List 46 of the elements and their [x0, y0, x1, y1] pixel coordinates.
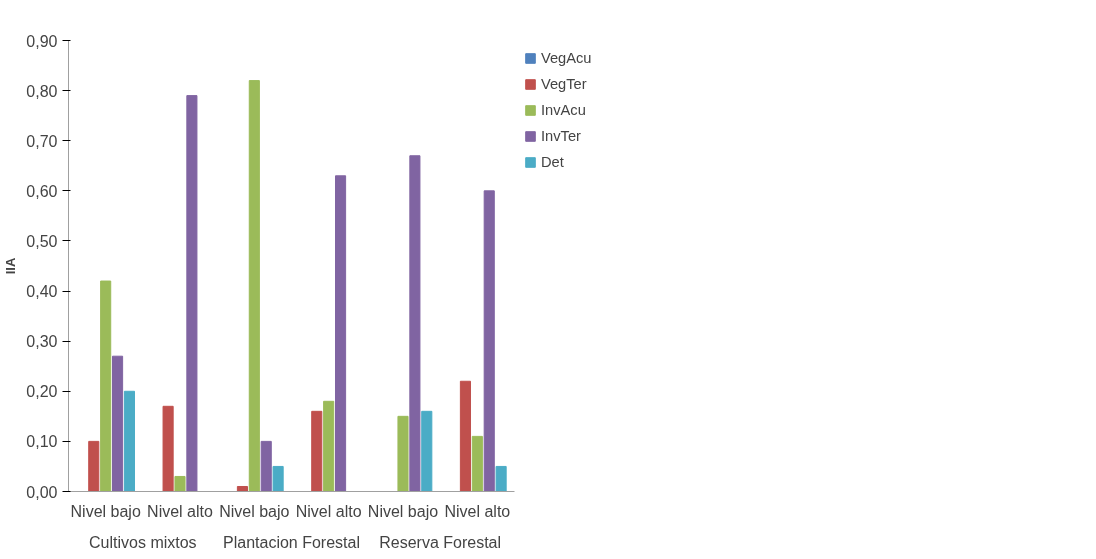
bar — [495, 465, 507, 492]
y-tick-label: 0,80 — [26, 82, 58, 100]
bar — [409, 155, 421, 492]
x-tick-label: Nivel alto — [444, 502, 511, 520]
bar — [236, 485, 248, 492]
bar — [311, 410, 323, 492]
x-tick-label: Nivel bajo — [367, 502, 439, 520]
bar — [100, 280, 112, 492]
legend-label: InvAcu — [541, 102, 586, 118]
text: Cultivos mixtos — [89, 533, 197, 551]
bar — [397, 415, 409, 492]
x-tick-label: Nivel alto — [147, 502, 213, 520]
x-tick-label: Nivel alto — [295, 502, 362, 520]
legend-label: InvTer — [541, 128, 581, 144]
bar — [483, 190, 495, 492]
bar — [459, 380, 471, 492]
bar — [123, 390, 136, 492]
text: Reserva Forestal — [379, 533, 502, 551]
x-tick-label: Nivel bajo — [70, 502, 141, 520]
y-tick-label: 0,00 — [26, 483, 58, 501]
bar — [162, 405, 174, 492]
bar — [248, 80, 260, 492]
y-tick-label: 0,30 — [26, 333, 58, 351]
bar — [323, 400, 335, 492]
y-tick-label: 0,90 — [26, 32, 58, 50]
bar — [471, 435, 483, 492]
bar — [112, 355, 124, 492]
legend-label: Det — [541, 154, 564, 170]
bar — [88, 440, 100, 492]
bar — [174, 475, 186, 492]
legend-label: VegTer — [541, 76, 587, 92]
bar — [186, 95, 198, 492]
y-tick-label: 0,40 — [26, 283, 58, 301]
bar — [421, 410, 433, 492]
y-tick-label: 0,70 — [26, 132, 58, 150]
x-tick-label: Nivel bajo — [219, 502, 290, 520]
y-axis-title: IIA — [3, 257, 19, 275]
bar — [260, 440, 272, 492]
y-tick-label: 0,50 — [26, 232, 58, 250]
y-tick-label: 0,10 — [26, 433, 58, 451]
bar — [335, 175, 347, 492]
text: Plantacion Forestal — [223, 533, 360, 551]
bar — [272, 465, 284, 492]
y-tick-label: 0,60 — [26, 182, 58, 200]
legend-label: VegAcu — [541, 50, 592, 66]
y-tick-label: 0,20 — [26, 383, 58, 401]
